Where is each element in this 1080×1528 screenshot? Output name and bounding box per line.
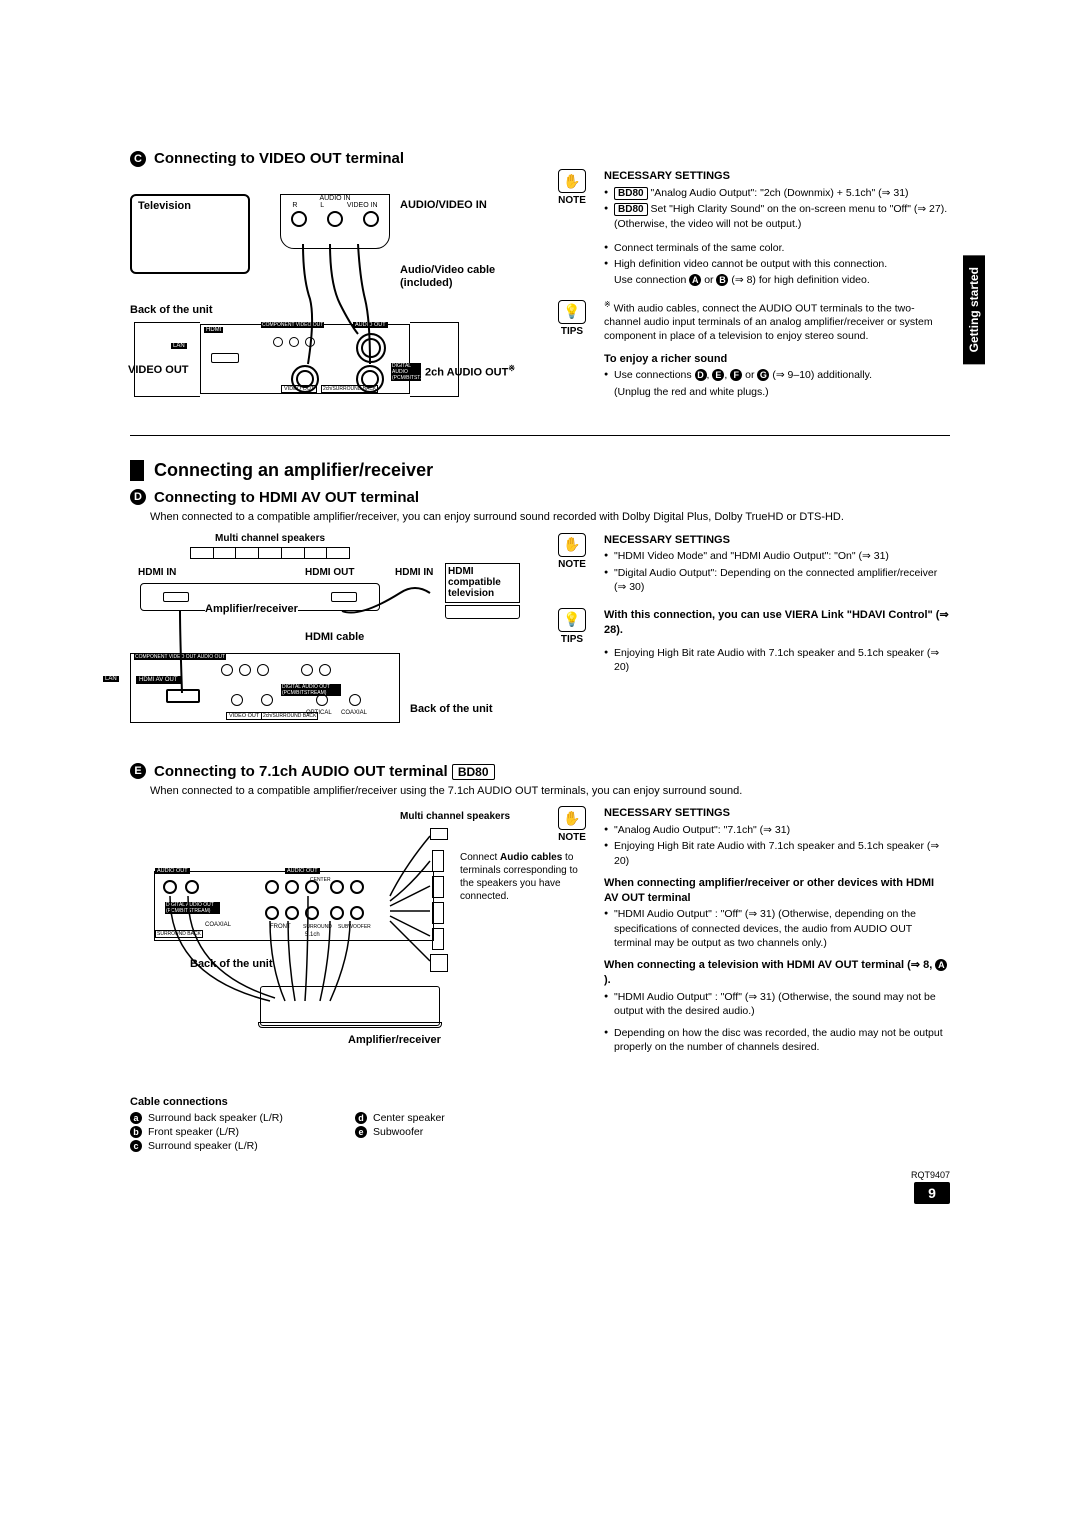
coaxial-port-d: COAXIAL: [341, 710, 367, 716]
section-d-title: Connecting to HDMI AV OUT terminal: [154, 489, 419, 506]
tips-d-l1: Enjoying High Bit rate Audio with 7.1ch …: [604, 646, 950, 674]
multi-speakers-e: Multi channel speakers: [400, 811, 510, 822]
back-unit-e: Back of the unit: [190, 958, 273, 970]
note-e-head: NECESSARY SETTINGS: [604, 806, 950, 821]
cable-connections: Cable connections aSurround back speaker…: [130, 1096, 530, 1154]
amp-header: Connecting an amplifier/receiver: [130, 460, 950, 481]
diagram-e: Multi channel speakers AUDIO OUT AUDIO O…: [130, 806, 530, 1086]
note-c-l5: Use connection A or B (⇒ 8) for high def…: [604, 273, 950, 287]
audio-in-label: AUDIO IN: [281, 195, 389, 202]
r-label: R: [292, 202, 297, 209]
subwoofer-port-e: SUBWOOFER: [338, 924, 371, 930]
section-e-letter: E: [130, 763, 146, 779]
coaxial-port-e: COAXIAL: [205, 922, 231, 928]
note-d-l1: "HDMI Video Mode" and "HDMI Audio Output…: [604, 549, 950, 563]
component-port-d: COMPONENT VIDEO OUT AUDIO OUT: [134, 654, 226, 660]
side-tab: Getting started: [963, 255, 985, 364]
tv-label: Television: [138, 200, 191, 212]
videoin-label: VIDEO IN: [347, 202, 378, 209]
page-number: 9: [914, 1182, 950, 1204]
back-unit-d: Back of the unit: [410, 703, 493, 715]
hdmi-cable-label: HDMI cable: [305, 631, 364, 643]
note-icon-e: ✋: [558, 806, 586, 830]
hdmi-port-d: HDMI AV OUT: [136, 676, 181, 684]
lan-port-d: LAN: [103, 676, 119, 682]
note-label: NOTE: [550, 195, 594, 206]
note-icon-d: ✋: [558, 533, 586, 557]
footer: RQT9407 9: [911, 1170, 950, 1204]
hdmi-tv-box: HDMI compatible television: [445, 563, 520, 603]
footer-code: RQT9407: [911, 1170, 950, 1180]
audioout-port-c: AUDIO OUT: [353, 322, 388, 328]
connect-note: Connect Audio cables to terminals corres…: [460, 851, 590, 903]
diagram-d: Multi channel speakers HDMI IN HDMI OUT …: [130, 533, 530, 733]
note-c-l2: BD80 Set "High Clarity Sound" on the on-…: [604, 202, 950, 231]
tips-c-body: ※ With audio cables, connect the AUDIO O…: [604, 300, 950, 344]
hdmi-in1: HDMI IN: [138, 567, 176, 578]
tips-c-head2: To enjoy a richer sound: [604, 352, 950, 367]
tips-c-l1: Use connections D, E, F or G (⇒ 9–10) ad…: [604, 368, 950, 382]
videoout-port-d: VIDEO OUT: [226, 712, 262, 720]
section-e-intro: When connected to a compatible amplifier…: [150, 784, 950, 799]
note-c-l4: High definition video cannot be output w…: [604, 257, 950, 271]
note-c-head: NECESSARY SETTINGS: [604, 169, 950, 184]
audio-out-label: 2ch AUDIO OUT※: [425, 364, 515, 379]
audioout-port-e: AUDIO OUT: [155, 868, 190, 874]
note-icon: ✋: [558, 169, 586, 193]
section-c-title: Connecting to VIDEO OUT terminal: [154, 150, 404, 167]
surround-port-e: SURROUND: [303, 924, 332, 930]
hdmi-out: HDMI OUT: [305, 567, 354, 578]
hdmi-port-c: HDMI: [204, 327, 223, 333]
cable-label: Audio/Video cable (included): [400, 264, 530, 290]
hdmi-in2: HDMI IN: [395, 567, 433, 578]
videoout-port-c: VIDEO OUT: [281, 385, 317, 393]
note-d-head: NECESSARY SETTINGS: [604, 533, 950, 548]
surround-port-c: 2ch/SURROUND BACK: [321, 385, 378, 393]
note-e-l5: Depending on how the disc was recorded, …: [604, 1026, 950, 1054]
front-port-e: FRONT: [270, 924, 291, 930]
note-e-l3: "HDMI Audio Output" : "Off" (⇒ 31) (Othe…: [604, 907, 950, 950]
ch51-port-e: 5.1ch: [305, 932, 320, 938]
l-label: L: [320, 202, 324, 209]
note-d-l2: "Digital Audio Output": Depending on the…: [604, 566, 950, 594]
digital-port-d: DIGITAL AUDIO OUT (PCM/BITSTREAM): [281, 684, 341, 696]
lan-port-c: LAN: [171, 343, 187, 349]
diagram-c: Television AUDIO IN R L VIDEO IN: [130, 169, 530, 399]
component-port-c: COMPONENT VIDEO OUT: [261, 322, 324, 328]
section-d-letter: D: [130, 489, 146, 505]
note-e-l2: Enjoying High Bit rate Audio with 7.1ch …: [604, 839, 950, 867]
tips-d-head: With this connection, you can use VIERA …: [604, 608, 950, 638]
note-c-l1: BD80 "Analog Audio Output": "2ch (Downmi…: [604, 186, 950, 201]
section-e-title: Connecting to 7.1ch AUDIO OUT terminal B…: [154, 763, 495, 780]
surround-port-d: 2ch/SURROUND BACK: [261, 712, 318, 720]
digital-port-e: DIGITAL AUDIO OUT (PCM/BITSTREAM): [165, 902, 220, 914]
note-e-l1: "Analog Audio Output": "7.1ch" (⇒ 31): [604, 823, 950, 837]
video-out-label: VIDEO OUT: [128, 364, 189, 376]
tips-c-l2: (Unplug the red and white plugs.): [604, 385, 950, 399]
tips-icon-d: 💡: [558, 608, 586, 632]
section-c-letter: C: [130, 151, 146, 167]
note-c-l3: Connect terminals of the same color.: [604, 241, 950, 255]
surrback-port-e: SURROUND BACK: [155, 930, 203, 938]
amp-label-e: Amplifier/receiver: [348, 1034, 441, 1046]
tips-icon: 💡: [558, 300, 586, 324]
digital-port-c: DIGITAL AUDIO (PCM/BITST.): [391, 363, 421, 381]
multi-speakers-d: Multi channel speakers: [215, 533, 325, 544]
back-unit-c: Back of the unit: [130, 304, 213, 316]
note-e-head3: When connecting a television with HDMI A…: [604, 958, 950, 988]
av-in-label: AUDIO/VIDEO IN: [400, 199, 487, 211]
tips-label: TIPS: [550, 326, 594, 337]
section-d-intro: When connected to a compatible amplifier…: [150, 510, 950, 525]
amp-label-d: Amplifier/receiver: [205, 603, 298, 615]
note-e-head2: When connecting amplifier/receiver or ot…: [604, 876, 950, 906]
note-e-l4: "HDMI Audio Output" : "Off" (⇒ 31) (Othe…: [604, 990, 950, 1018]
audioout2-port-e: AUDIO OUT: [285, 868, 320, 874]
cable-svg-e: [130, 806, 530, 1086]
